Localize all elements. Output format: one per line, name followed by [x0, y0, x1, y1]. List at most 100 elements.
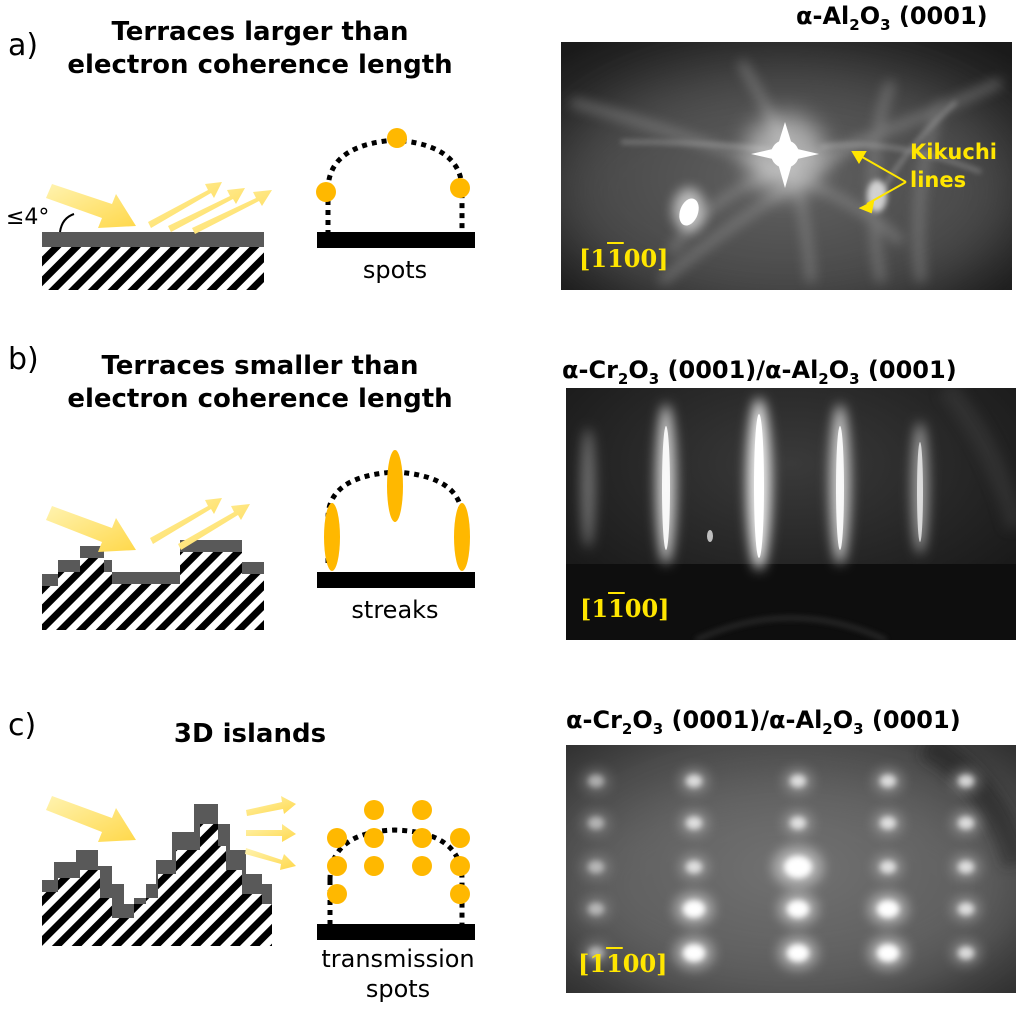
panel-b-reflected-arrow-2 — [178, 504, 250, 550]
rheed-spot — [686, 774, 702, 788]
panel-a-reflected-arrow-2 — [168, 188, 245, 232]
panel-a-kikuchi-label: Kikuchi lines — [910, 138, 997, 194]
panel-a-reflected-arrow-3 — [192, 190, 272, 234]
panel-a-caption: spots — [362, 256, 428, 284]
panel-c-spot — [450, 828, 470, 848]
panel-c-spot — [412, 856, 432, 876]
panel-a-angle-label: ≤4° — [6, 205, 49, 230]
panel-b-streak-left — [324, 503, 340, 571]
panel-a-pattern-schematic — [316, 128, 475, 248]
rheed-spot — [790, 816, 806, 830]
rheed-spot — [683, 944, 705, 962]
rheed-spot — [588, 774, 604, 788]
panel-c-caption-line2: spots — [365, 975, 431, 1003]
panel-b-image-title-p2: O — [628, 356, 649, 384]
panel-b-title-line2: electron coherence length — [67, 384, 453, 414]
panel-c-letter: c) — [8, 708, 37, 743]
panel-b-title: Terraces smaller than electron coherence… — [50, 350, 470, 416]
panel-c-image-title-p6: O — [832, 706, 854, 734]
rheed-spot — [877, 944, 899, 962]
rheed-spot — [880, 860, 896, 874]
panel-a-title-line2: electron coherence length — [67, 50, 453, 80]
panel-b-terrace-diagram — [42, 498, 264, 630]
panel-c-spot — [327, 884, 347, 904]
panel-c-image-title-p3: 3 — [652, 719, 664, 738]
rheed-spot — [958, 860, 974, 874]
rheed-spot — [958, 816, 974, 830]
panel-c-sample-bar — [317, 924, 475, 940]
panel-c-spot — [364, 800, 384, 820]
rheed-spot — [588, 946, 604, 960]
panel-c-spot — [327, 828, 347, 848]
panel-b-letter: b) — [8, 342, 39, 377]
panel-c-transmitted-arrow-1 — [246, 796, 296, 816]
panel-b-image-title-p6: O — [828, 356, 850, 384]
panel-c-rheed-image: [1100] — [566, 745, 1016, 993]
panel-c-spot — [364, 828, 384, 848]
panel-b-title-line1: Terraces smaller than — [101, 351, 419, 381]
panel-b-sample-bar — [317, 572, 475, 588]
rheed-spot — [790, 774, 806, 788]
panel-a-spot-left — [316, 182, 336, 202]
panel-a-spot-right — [450, 178, 470, 198]
panel-a-title-line1: Terraces larger than — [111, 17, 409, 47]
panel-b-surface — [42, 540, 264, 586]
panel-c-substrate — [42, 824, 272, 946]
panel-b-image-title: α-Cr2O3 (0001)/α-Al2O3 (0001) — [562, 356, 957, 388]
panel-c-image-title-p5: 2 — [822, 719, 833, 738]
panel-a-spot-top — [387, 128, 407, 148]
rheed-spot — [686, 860, 702, 874]
panel-b-image-title-p0: α-Cr — [562, 356, 618, 384]
panel-c-transmission-spots — [327, 800, 470, 904]
rheed-spot — [588, 902, 604, 916]
panel-a-direction-label: [1100] — [579, 244, 669, 273]
panel-c-caption-line1: transmission — [321, 945, 475, 973]
rheed-spot — [880, 816, 896, 830]
rheed-spot — [683, 900, 705, 918]
panel-a-title: Terraces larger than electron coherence … — [50, 16, 470, 82]
panel-c-image-title: α-Cr2O3 (0001)/α-Al2O3 (0001) — [566, 706, 961, 738]
panel-b-image-title-p7: 3 — [849, 369, 860, 388]
panel-b-reflected-arrow-1 — [150, 498, 222, 544]
panel-a-surface — [42, 232, 264, 247]
panel-b-caption: streaks — [351, 596, 439, 624]
panel-b-image-title-p1: 2 — [617, 369, 629, 388]
panel-c-image-title-p4: (0001)/α-Al — [663, 706, 823, 734]
panel-c-spot — [412, 828, 432, 848]
panel-a-laue-circle-right — [325, 137, 465, 232]
panel-c-caption: transmission spots — [298, 944, 498, 1004]
panel-a-kikuchi-line1: Kikuchi — [910, 140, 997, 164]
panel-b-pattern-schematic — [317, 450, 475, 588]
rheed-spot — [588, 816, 604, 830]
panel-a-image-title-p0: α-Al — [796, 2, 850, 30]
rheed-spot — [784, 855, 812, 879]
panel-a-letter: a) — [8, 28, 39, 63]
panel-c-spot — [450, 856, 470, 876]
panel-c-spot — [364, 856, 384, 876]
panel-b-rheed-image: [1100] — [566, 388, 1016, 640]
panel-a-image-title-p2: O — [859, 2, 881, 30]
rheed-spot — [877, 900, 899, 918]
panel-c-title: 3D islands — [173, 719, 327, 749]
panel-c-image-title-p0: α-Cr — [566, 706, 622, 734]
panel-a-substrate — [42, 246, 264, 290]
rheed-spot — [588, 860, 604, 874]
panel-b-image-title-p3: 3 — [648, 369, 660, 388]
rheed-spot — [787, 900, 809, 918]
panel-b-image-title-p8: (0001) — [859, 356, 957, 384]
panel-c-image-title-p7: 3 — [853, 719, 864, 738]
panel-c-spot — [412, 800, 432, 820]
panel-a-rheed-image: [1100] Kikuchi lines — [561, 42, 1012, 290]
rheed-spot — [686, 816, 702, 830]
panel-b-image-title-p4: (0001)/α-Al — [659, 356, 819, 384]
rheed-spot — [958, 946, 974, 960]
panel-a-angle-arc — [59, 213, 75, 233]
panel-a-reflected-arrow-1 — [148, 182, 222, 228]
panel-c-transmitted-arrow-3 — [245, 848, 296, 870]
panel-b-direction-label: [1100] — [580, 594, 670, 623]
panel-c-pattern-schematic — [317, 800, 475, 940]
panel-c-image-title-p1: 2 — [621, 719, 633, 738]
panel-b-streak-top — [387, 450, 403, 522]
panel-a-sample-bar — [317, 232, 475, 248]
rheed-spot — [880, 774, 896, 788]
